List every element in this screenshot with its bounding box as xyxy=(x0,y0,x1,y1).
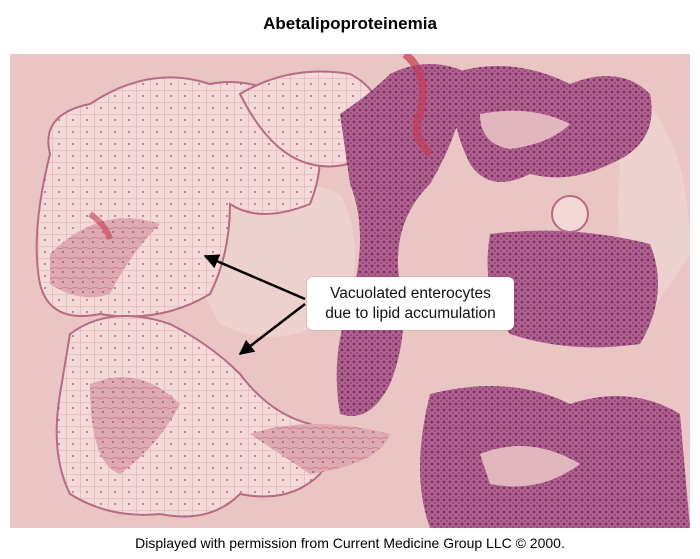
micrograph-image xyxy=(10,54,690,528)
credit-line: Displayed with permission from Current M… xyxy=(135,535,565,551)
callout-line-2: due to lipid accumulation xyxy=(325,304,496,322)
arrow-icon xyxy=(203,254,306,301)
page-title: Abetalipoproteinemia xyxy=(263,14,437,33)
annotation-callout: Vacuolated enterocytes due to lipid accu… xyxy=(307,277,514,330)
callout-line-1: Vacuolated enterocytes xyxy=(330,284,491,302)
arrow-icon xyxy=(238,303,306,355)
